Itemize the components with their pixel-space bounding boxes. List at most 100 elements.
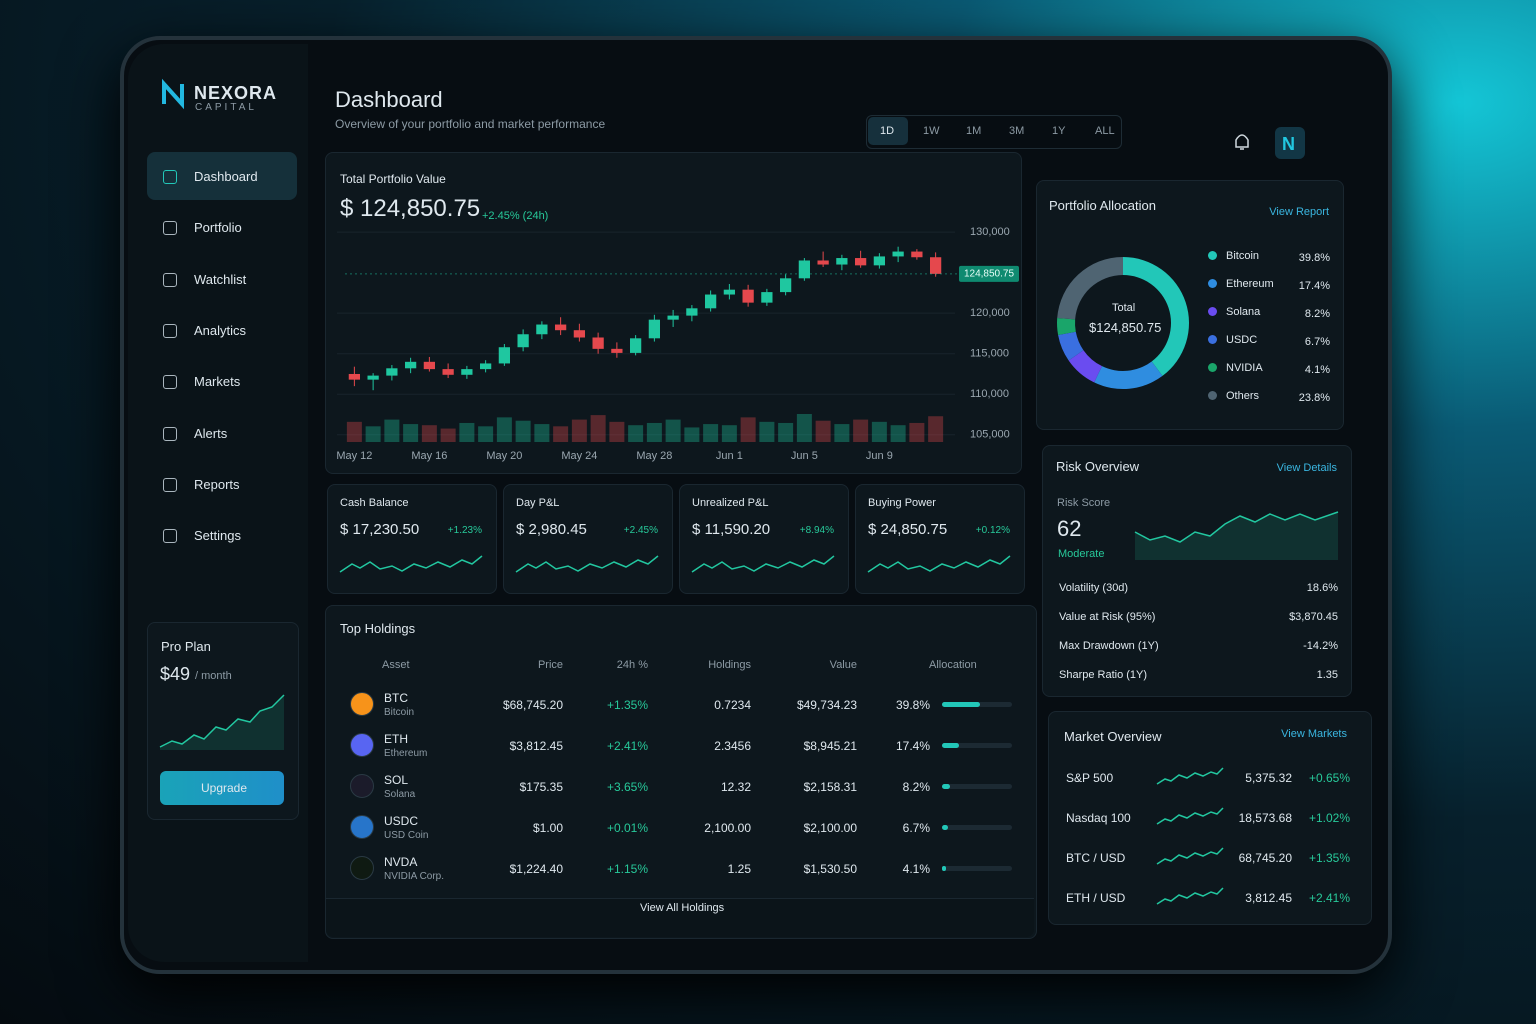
y-tick-label: 120,000 [970,307,1010,319]
asset-holdings: 2.3456 [714,739,751,753]
y-tick-label: 105,000 [970,429,1010,441]
volume-bar [646,422,662,442]
risk-metric-value: 1.35 [1316,669,1338,681]
stat-card [679,484,849,594]
asset-allocation: 8.2% [902,780,930,794]
asset-allocation: 39.8% [895,698,930,712]
asset-holdings: 1.25 [727,862,751,876]
volume-bar [609,421,625,442]
range-button[interactable]: 1W [923,125,940,137]
nav-icon [163,426,177,441]
stat-sparkline [339,555,483,573]
asset-value: $49,734.23 [796,698,857,712]
allocation-bar [942,825,949,830]
donut-segment [1057,257,1123,320]
market-card [1048,711,1372,925]
range-button[interactable]: 3M [1009,125,1025,137]
allocation-bar [942,743,959,748]
range-button[interactable]: 1M [966,125,982,137]
column-header: Asset [382,659,410,671]
asset-icon [350,815,374,839]
stat-card [327,484,497,594]
candlestick-chart: 105,000 110,000 115,000 120,000 130,000 May 1… [336,226,1019,462]
view-all-holdings[interactable]: View All Holdings [640,902,725,914]
market-sparkline [1156,887,1224,905]
portfolio-change: +2.45% (24h) [482,210,549,222]
candle-body [611,348,623,353]
nav-item[interactable]: Watchlist [194,271,247,287]
nav-item[interactable]: Settings [194,528,241,544]
range-button[interactable]: 1Y [1052,125,1066,137]
volume-bar [721,425,737,442]
risk-link: View Details [1276,462,1337,474]
nav-item[interactable]: Alerts [194,425,228,441]
stat-sparkline-line [691,555,835,573]
volume-bar [496,417,512,442]
volume-bar [684,427,700,442]
market-value: 68,745.20 [1238,851,1292,865]
range-button[interactable]: ALL [1095,125,1115,137]
upgrade-button[interactable] [160,771,284,805]
candle-body [480,363,492,370]
nav-item[interactable]: Reports [194,476,240,492]
volume-bar [759,421,775,442]
candle-body [892,251,904,257]
legend-value: 23.8% [1298,392,1330,404]
volume-bar [403,424,419,442]
range-button[interactable]: 1D [880,125,895,137]
avatar[interactable] [1275,127,1305,159]
stat-change: +1.23% [447,525,482,536]
asset-value: $2,100.00 [803,821,857,835]
stat-change: +2.45% [623,525,658,536]
risk-metric-name: Max Drawdown (1Y) [1059,640,1159,652]
stat-sparkline [515,555,659,573]
market-sparkline [1156,807,1224,825]
legend-name: Bitcoin [1226,250,1260,262]
brand-tagline: CAPITAL [195,102,257,113]
nav-item[interactable]: Markets [194,374,241,390]
last-price-tag [959,265,1019,282]
risk-level: Moderate [1058,548,1105,560]
nav-item[interactable]: Dashboard [194,169,258,184]
nav-item[interactable]: Portfolio [194,220,242,236]
legend-dot [1208,279,1217,288]
asset-allocation: 4.1% [902,862,930,876]
risk-metric-value: $3,870.45 [1289,611,1338,623]
volume-bar [853,419,869,442]
candle-body [705,294,717,309]
nav-icon [163,375,177,390]
risk-metric-name: Value at Risk (95%) [1059,611,1156,623]
nav-item[interactable]: Analytics [194,322,247,338]
stat-label: Day P&L [516,497,560,509]
volume-bar [928,416,944,442]
plan-sparkline-area [160,695,284,750]
asset-price: $1.00 [532,821,563,835]
legend-value: 8.2% [1304,308,1330,320]
asset-price: $1,224.40 [509,862,563,876]
asset-value: $1,530.50 [803,862,857,876]
legend-value: 6.7% [1304,336,1330,348]
market-change: +1.02% [1308,811,1350,825]
legend-name: NVIDIA [1226,362,1263,374]
allocation-track [942,825,1012,830]
donut-chart [1057,257,1189,389]
asset-value: $8,945.21 [803,739,857,753]
legend-name: Ethereum [1226,278,1274,290]
asset-name: Bitcoin [384,707,415,718]
volume-bar [515,420,531,442]
stat-change: +0.12% [975,525,1010,536]
upgrade-label[interactable]: Upgrade [201,781,248,795]
candle-body [911,251,923,258]
avatar-letter[interactable]: N [1282,134,1295,154]
allocation-bar [942,866,946,871]
legend-name: USDC [1226,334,1258,346]
candle-body [686,308,698,316]
asset-price: $68,745.20 [502,698,563,712]
asset-change: +3.65% [606,780,648,794]
nav-icon [163,477,177,492]
asset-holdings: 0.7234 [714,698,751,712]
asset-value: $2,158.31 [803,780,857,794]
stat-sparkline-line [867,555,1011,573]
risk-metric-name: Sharpe Ratio (1Y) [1059,669,1148,681]
volume-bar [590,415,606,442]
